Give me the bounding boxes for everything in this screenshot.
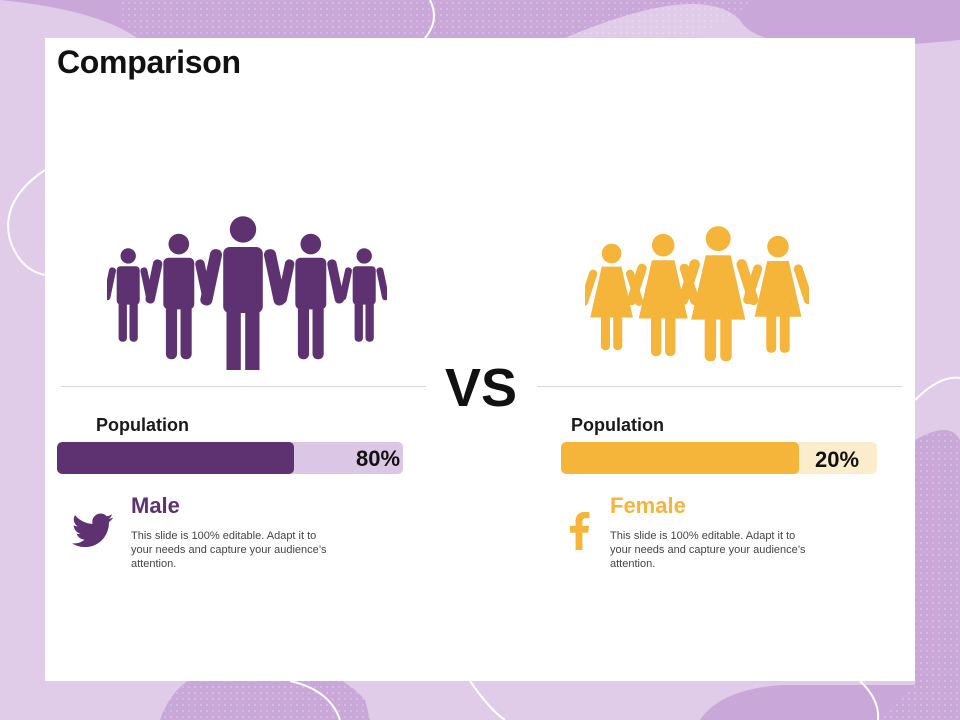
female-population-bar-fill [561, 442, 799, 474]
bg-blob-right-dots [880, 430, 960, 720]
female-description: This slide is 100% editable. Adapt it to… [610, 530, 806, 570]
female-group-icon [585, 226, 809, 362]
female-population-label: Population [571, 415, 664, 435]
male-population-bar [57, 442, 403, 474]
male-figure-2-icon [145, 233, 213, 360]
male-figure-4-icon [277, 233, 345, 360]
male-population-percent: 80% [356, 446, 401, 471]
bg-line-bottom [289, 680, 880, 720]
bg-line-top [424, 0, 435, 39]
bg-line-left [7, 169, 46, 276]
facebook-icon [569, 512, 590, 550]
female-figure-2-icon [626, 233, 700, 357]
male-title: Male [131, 493, 180, 518]
twitter-bird-icon [72, 513, 114, 548]
slide-title: Comparison [57, 44, 241, 80]
male-figure-1-icon [107, 248, 154, 342]
male-group-icon [107, 216, 387, 370]
female-population-bar [561, 442, 877, 474]
male-figure-3-icon [200, 216, 286, 370]
male-population-label: Population [96, 415, 189, 435]
bg-line-right [914, 376, 960, 401]
vs-label: VS [444, 358, 518, 418]
female-figure-1-icon [585, 243, 644, 351]
male-description: This slide is 100% editable. Adapt it to… [131, 530, 327, 570]
divider-right [537, 386, 902, 387]
female-title: Female [610, 493, 686, 518]
slide-card: Comparison [45, 38, 915, 681]
divider-left [61, 386, 426, 387]
female-figure-4-icon [743, 235, 809, 353]
male-figure-5-icon [339, 248, 387, 342]
female-population-percent: 20% [815, 447, 860, 472]
female-figure-3-icon [677, 226, 759, 362]
male-population-bar-fill [57, 442, 294, 474]
